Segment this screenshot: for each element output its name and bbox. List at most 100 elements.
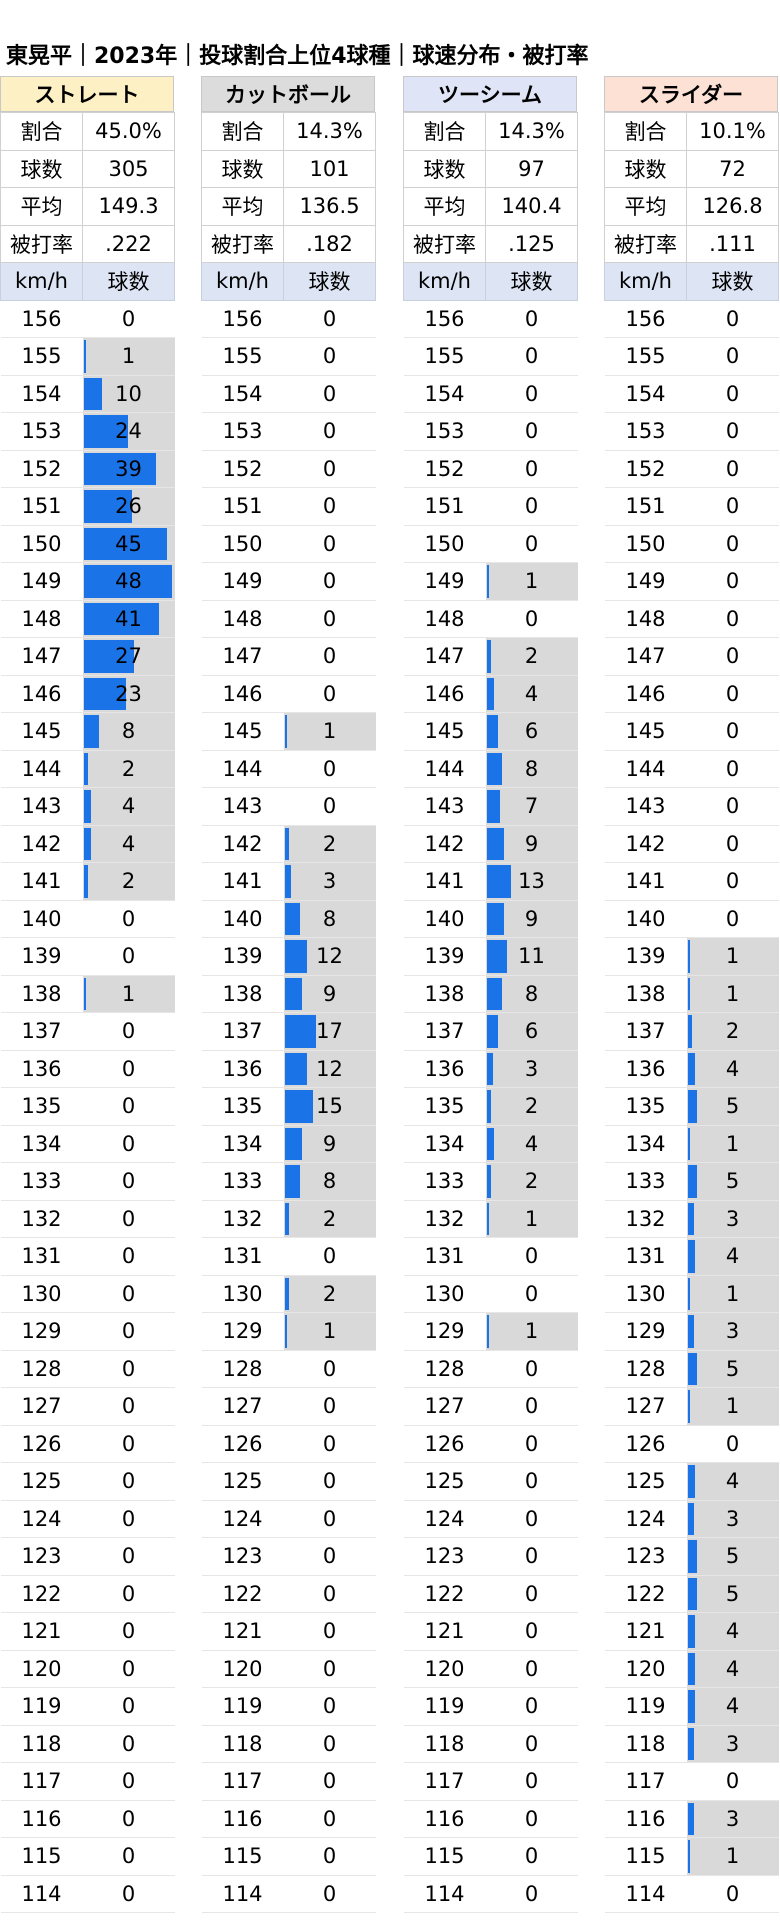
- count-cell: 0: [686, 450, 779, 488]
- count-value: 0: [121, 1281, 136, 1306]
- count-cell: 1: [686, 1125, 779, 1163]
- stat-label: 平均: [604, 187, 687, 226]
- speed-label: 139: [201, 937, 284, 976]
- count-cell: 5: [686, 1162, 779, 1201]
- count-cell: 0: [283, 1500, 376, 1538]
- count-bar: [486, 902, 504, 935]
- distribution-row: 126 0: [0, 1425, 175, 1463]
- speed-label: 129: [604, 1312, 687, 1351]
- count-cell: 1: [686, 1387, 779, 1426]
- count-value: 8: [524, 981, 539, 1006]
- count-value: 0: [725, 1881, 740, 1906]
- speed-label: 115: [604, 1837, 687, 1876]
- speed-label: 151: [0, 487, 83, 526]
- speed-label: 137: [0, 1012, 83, 1051]
- column-header-count: 球数: [686, 262, 779, 301]
- stat-row: 球数 72: [604, 149, 779, 188]
- count-cell: 4: [686, 1650, 779, 1688]
- count-value: 0: [725, 756, 740, 781]
- count-bar: [687, 1652, 695, 1685]
- count-cell: 0: [82, 1687, 175, 1726]
- speed-label: 124: [201, 1500, 284, 1538]
- distribution-row: 148 0: [604, 600, 779, 638]
- count-cell: 0: [485, 450, 578, 488]
- speed-label: 137: [604, 1012, 687, 1051]
- distribution-row: 127 1: [604, 1387, 779, 1426]
- speed-label: 124: [403, 1500, 486, 1538]
- count-cell: 0: [82, 900, 175, 938]
- stat-label: 球数: [0, 149, 83, 188]
- distribution-row: 140 9: [403, 900, 578, 938]
- count-value: 0: [725, 644, 740, 669]
- count-bar: [486, 1202, 489, 1235]
- count-value: 0: [121, 1094, 136, 1119]
- count-bar: [486, 1015, 498, 1048]
- speed-label: 144: [0, 750, 83, 788]
- count-cell: 4: [686, 1612, 779, 1651]
- count-value: 12: [316, 1056, 343, 1081]
- distribution-row: 133 8: [201, 1162, 376, 1201]
- distribution-row: 135 0: [0, 1087, 175, 1126]
- distribution-row: 123 0: [201, 1537, 376, 1576]
- stat-row: 平均 126.8: [604, 187, 779, 226]
- distribution-row: 118 0: [201, 1725, 376, 1763]
- count-cell: 0: [686, 487, 779, 526]
- count-value: 0: [121, 1581, 136, 1606]
- column-header-row: km/h 球数: [403, 262, 578, 301]
- distribution-row: 151 0: [604, 487, 779, 526]
- count-value: 9: [322, 981, 337, 1006]
- speed-label: 138: [604, 975, 687, 1013]
- count-value: 2: [524, 1169, 539, 1194]
- distribution-row: 143 7: [403, 787, 578, 826]
- distribution-row: 138 1: [604, 975, 779, 1013]
- count-cell: 6: [485, 1012, 578, 1051]
- count-value: 0: [725, 606, 740, 631]
- count-bar: [83, 340, 86, 373]
- distribution-row: 154 0: [604, 375, 779, 413]
- count-cell: 2: [485, 1087, 578, 1126]
- speed-label: 136: [604, 1050, 687, 1088]
- count-cell: 0: [82, 1387, 175, 1426]
- count-value: 1: [524, 569, 539, 594]
- distribution-row: 136 4: [604, 1050, 779, 1088]
- distribution-row: 122 0: [201, 1575, 376, 1613]
- distribution-row: 147 2: [403, 637, 578, 676]
- count-cell: 10: [82, 375, 175, 413]
- count-value: 0: [524, 1656, 539, 1681]
- distribution-row: 121 0: [0, 1612, 175, 1651]
- distribution-row: 150 0: [201, 525, 376, 563]
- count-cell: 3: [686, 1200, 779, 1238]
- speed-label: 126: [201, 1425, 284, 1463]
- stat-row: 球数 305: [0, 149, 175, 188]
- speed-label: 146: [604, 675, 687, 713]
- speed-label: 123: [201, 1537, 284, 1576]
- count-cell: 0: [82, 937, 175, 976]
- count-bar: [83, 865, 88, 898]
- count-cell: 3: [686, 1725, 779, 1763]
- distribution-row: 127 0: [403, 1387, 578, 1426]
- count-value: 0: [121, 1244, 136, 1269]
- count-cell: 1: [686, 1275, 779, 1313]
- stat-row: 割合 10.1%: [604, 112, 779, 151]
- speed-label: 127: [201, 1387, 284, 1426]
- distribution-row: 154 0: [403, 375, 578, 413]
- count-value: 0: [121, 1731, 136, 1756]
- count-value: 11: [518, 944, 545, 969]
- count-cell: 2: [283, 825, 376, 863]
- count-bar: [83, 565, 172, 598]
- distribution-row: 119 0: [403, 1687, 578, 1726]
- count-cell: 13: [485, 862, 578, 901]
- count-bar: [687, 1577, 697, 1610]
- column-header-row: km/h 球数: [201, 262, 376, 301]
- stat-value: 140.4: [485, 187, 578, 226]
- distribution-row: 121 0: [201, 1612, 376, 1651]
- speed-label: 137: [201, 1012, 284, 1051]
- count-value: 1: [524, 1206, 539, 1231]
- count-value: 1: [524, 1319, 539, 1344]
- distribution-row: 115 0: [403, 1837, 578, 1876]
- count-bar: [687, 1840, 690, 1873]
- distribution-row: 120 4: [604, 1650, 779, 1688]
- speed-label: 122: [0, 1575, 83, 1613]
- speed-label: 125: [0, 1462, 83, 1501]
- count-cell: 1: [485, 1200, 578, 1238]
